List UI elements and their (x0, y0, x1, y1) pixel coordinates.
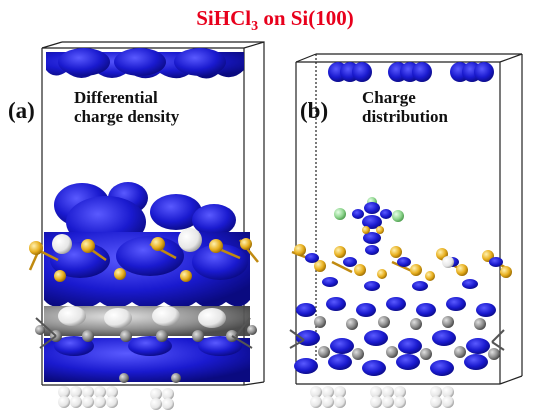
panel-b-caption: Charge distribution (362, 88, 448, 126)
panel-b-caption-line1: Charge (362, 88, 416, 107)
figure-title: SiHCl3 on Si(100) (196, 6, 354, 35)
panel-b-caption-line2: distribution (362, 107, 448, 126)
panel-a-structure (28, 41, 265, 410)
panel-b-structure (289, 53, 523, 408)
panel-a-caption-line2: charge density (74, 107, 180, 126)
panel-b-label: (b) (300, 98, 329, 123)
panel-a-caption: Differential charge density (74, 88, 179, 126)
panel-a-caption-line1: Differential (74, 88, 158, 107)
panel-a-label: (a) (8, 98, 35, 123)
